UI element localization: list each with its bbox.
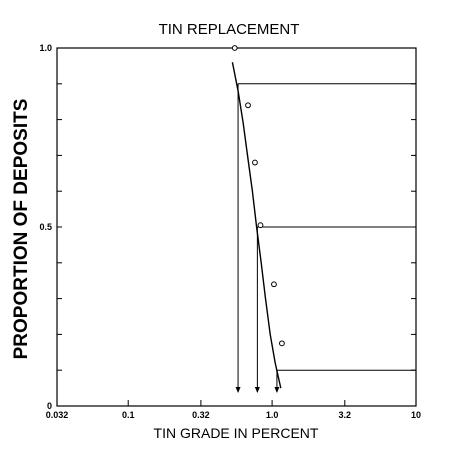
x-tick-label: 0.32 [192,410,210,420]
percentile-arrow [235,387,241,393]
x-axis-label: TIN GRADE IN PERCENT [154,425,319,441]
percentile-arrow [254,387,260,393]
data-point [252,159,258,166]
ticks-group: 0.032 0.1 0.32 1.0 3.2 10 0 0.5 1.0 [39,43,421,420]
data-point [279,340,285,347]
x-tick-label: 3.2 [339,410,352,420]
percentile-lines-group [235,83,416,393]
y-tick-label: 1.0 [39,43,52,53]
x-tick-label: 0.1 [122,410,135,420]
x-tick-label: 0.032 [46,410,69,420]
data-point [231,45,238,51]
percentile-arrow [274,387,280,393]
chart-title: TIN REPLACEMENT [159,21,300,38]
y-tick-label: 0.5 [39,222,52,232]
fitted-curve-group [231,62,282,389]
data-point [257,222,264,229]
data-point [245,102,251,109]
data-point [271,281,277,288]
observed-points-group [231,45,285,347]
fitted-curve [231,62,282,389]
y-tick-label: 0 [47,401,52,411]
y-axis-label: PROPORTION OF DEPOSITS [11,99,32,360]
x-tick-label: 1.0 [266,410,279,420]
x-tick-label: 10 [411,410,421,420]
